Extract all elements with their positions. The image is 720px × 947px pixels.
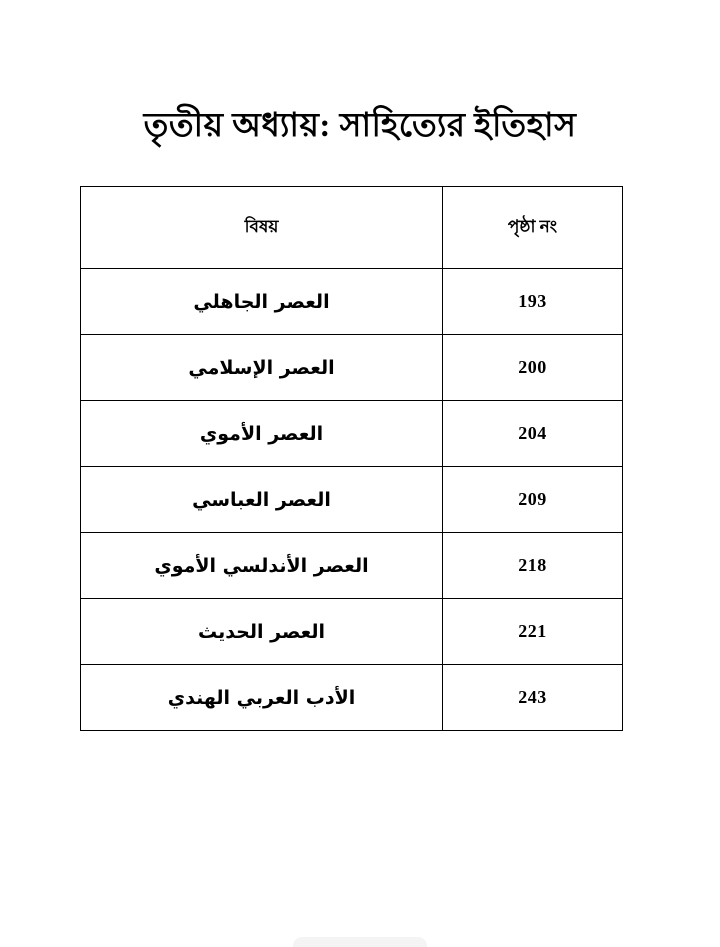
subject-cell: العصر الإسلامي [80, 334, 443, 401]
table-row: العصر الحديث 221 [80, 598, 623, 665]
page-number-cell: 221 [442, 598, 623, 665]
subject-cell: العصر الجاهلي [80, 268, 443, 335]
page-number-cell: 200 [442, 334, 623, 401]
contents-table: বিষয় পৃষ্ঠা নং العصر الجاهلي 193 العصر … [80, 186, 623, 731]
table-body: العصر الجاهلي 193 العصر الإسلامي 200 الع… [80, 268, 623, 731]
table-row: العصر الأموي 204 [80, 400, 623, 467]
table-row: العصر العباسي 209 [80, 466, 623, 533]
page-number-cell: 204 [442, 400, 623, 467]
subject-cell: العصر العباسي [80, 466, 443, 533]
header-row: বিষয় পৃষ্ঠা নং [80, 186, 623, 269]
column-header-page-no: পৃষ্ঠা নং [442, 186, 623, 269]
page-number-cell: 243 [442, 664, 623, 731]
table-row: الأدب العربي الهندي 243 [80, 664, 623, 731]
page-title: তৃতীয় অধ্যায়: সাহিত্যের ইতিহাস [143, 108, 577, 144]
table-row: العصر الإسلامي 200 [80, 334, 623, 401]
subject-cell: العصر الأموي [80, 400, 443, 467]
subject-cell: العصر الأندلسي الأموي [80, 532, 443, 599]
subject-cell: الأدب العربي الهندي [80, 664, 443, 731]
table-row: العصر الأندلسي الأموي 218 [80, 532, 623, 599]
bottom-edge-artifact [293, 937, 427, 947]
table-header: বিষয় পৃষ্ঠা নং [80, 186, 623, 269]
table-row: العصر الجاهلي 193 [80, 268, 623, 335]
column-header-subject: বিষয় [80, 186, 443, 269]
page-number-cell: 218 [442, 532, 623, 599]
page-number-cell: 209 [442, 466, 623, 533]
page-number-cell: 193 [442, 268, 623, 335]
subject-cell: العصر الحديث [80, 598, 443, 665]
